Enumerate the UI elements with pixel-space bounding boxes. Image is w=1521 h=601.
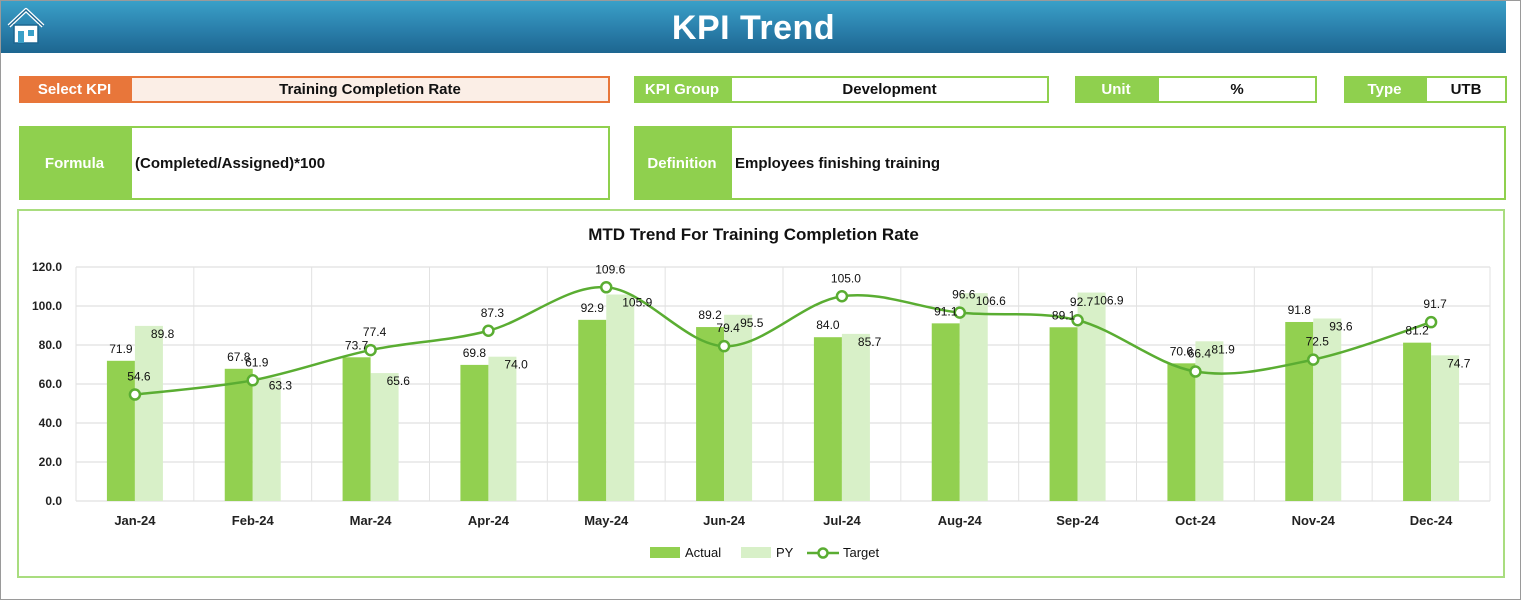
- select-kpi-field: Select KPI Training Completion Rate: [19, 76, 610, 103]
- formula-field: Formula (Completed/Assigned)*100: [19, 126, 610, 200]
- chart-panel: [17, 209, 1505, 578]
- type-label: Type: [1344, 76, 1425, 103]
- definition-value: Employees finishing training: [730, 126, 1506, 200]
- definition-label: Definition: [634, 126, 730, 200]
- unit-value: %: [1157, 76, 1317, 103]
- select-kpi-dropdown[interactable]: Training Completion Rate: [130, 76, 610, 103]
- unit-field: Unit %: [1075, 76, 1317, 103]
- formula-value: (Completed/Assigned)*100: [130, 126, 610, 200]
- kpi-group-value: Development: [730, 76, 1049, 103]
- kpi-group-label: KPI Group: [634, 76, 730, 103]
- select-kpi-label: Select KPI: [19, 76, 130, 103]
- page-title: KPI Trend: [671, 9, 836, 47]
- definition-field: Definition Employees finishing training: [634, 126, 1506, 200]
- header-bar: [1, 1, 1506, 53]
- type-field: Type UTB: [1344, 76, 1507, 103]
- chart-title: MTD Trend For Training Completion Rate: [588, 225, 919, 244]
- home-icon: [7, 8, 45, 44]
- kpi-group-field: KPI Group Development: [634, 76, 1049, 103]
- type-value: UTB: [1425, 76, 1507, 103]
- unit-label: Unit: [1075, 76, 1157, 103]
- home-button[interactable]: [5, 5, 47, 47]
- formula-label: Formula: [19, 126, 130, 200]
